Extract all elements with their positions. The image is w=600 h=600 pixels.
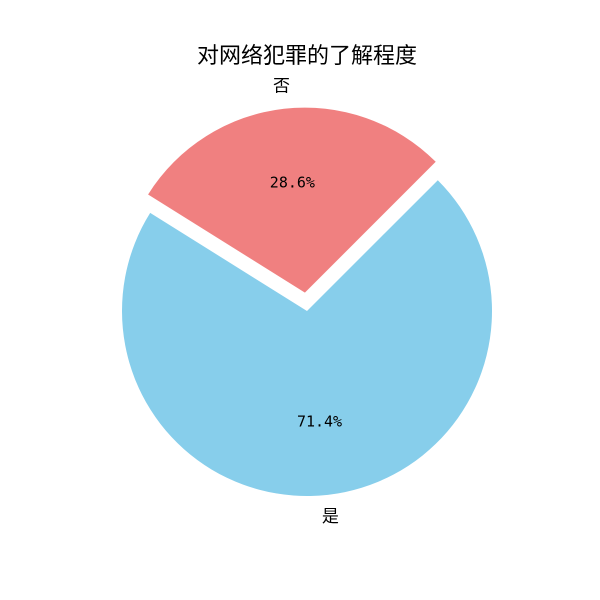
slice-label-1: 是 [322,507,339,527]
pie-slices [121,107,492,497]
slice-label-0: 否 [273,77,290,97]
pie-slice-0 [148,107,436,293]
pie-slice-1 [121,180,492,497]
pie-labels: 否 28.6% 是 71.4% [270,77,342,527]
chart-title: 对网络犯罪的了解程度 [197,44,417,69]
slice-percent-0: 28.6% [270,173,315,191]
slice-percent-1: 71.4% [297,412,342,430]
